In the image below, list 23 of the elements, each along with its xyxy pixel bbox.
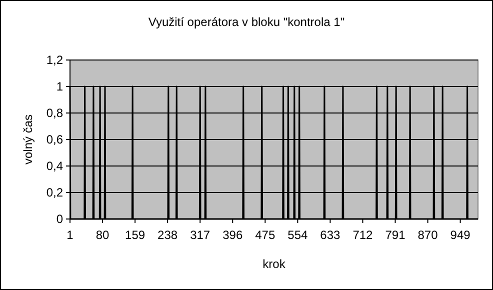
x-tick-label: 238 [158, 228, 178, 242]
y-tick-label: 0,8 [46, 106, 64, 120]
x-tick-label: 949 [450, 228, 471, 242]
y-tick-label: 0,2 [46, 186, 64, 200]
x-tick-label: 791 [385, 228, 406, 242]
x-tick-label: 396 [222, 228, 243, 242]
x-tick-label: 159 [125, 228, 146, 242]
x-axis-title: krok [262, 257, 286, 271]
y-tick-label: 1 [56, 80, 64, 94]
x-tick-label: 633 [320, 228, 341, 242]
y-tick-label: 1,2 [46, 53, 64, 68]
y-tick-label: 0,6 [46, 132, 64, 147]
x-tick-label: 317 [190, 228, 210, 242]
y-axis-title: volný čas [21, 114, 35, 165]
x-tick-label: 80 [96, 228, 110, 242]
x-tick-label: 475 [255, 228, 276, 242]
x-tick-label: 870 [418, 228, 438, 242]
x-tick-label: 1 [66, 228, 74, 242]
y-tick-label: 0,4 [46, 159, 64, 174]
x-tick-label: 712 [352, 228, 374, 242]
y-tick-label: 0 [56, 212, 64, 226]
chart-title: Využití operátora v bloku "kontrola 1" [148, 15, 345, 29]
x-tick-label: 554 [288, 228, 308, 242]
